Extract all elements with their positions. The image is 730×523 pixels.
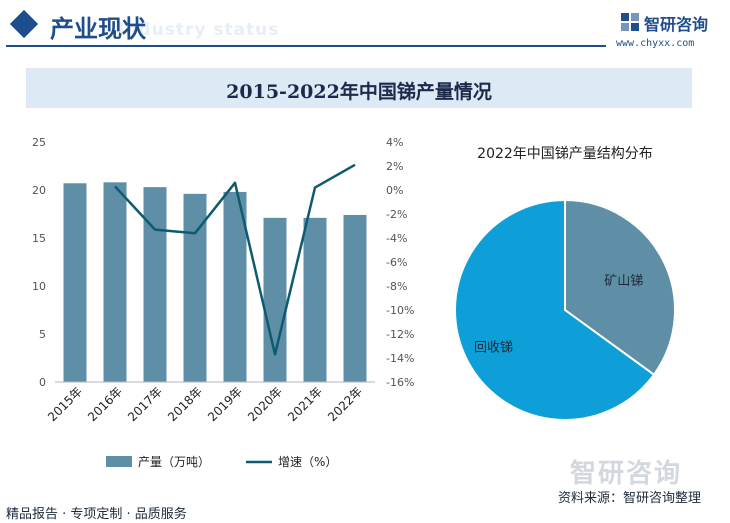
pie-slice-label: 矿山锑: [604, 274, 643, 289]
header-divider: [6, 45, 606, 47]
pie-title: 2022年中国锑产量结构分布: [477, 146, 653, 162]
left-tick-label: 0: [39, 376, 46, 389]
production-bar: [303, 217, 327, 382]
production-bar: [343, 214, 367, 382]
left-tick-label: 15: [32, 232, 46, 245]
brand-url[interactable]: www.chyxx.com: [616, 38, 695, 49]
production-bar: [143, 187, 167, 382]
diamond-icon: [9, 9, 39, 39]
right-tick-label: 2%: [386, 160, 403, 173]
left-tick-label: 25: [32, 136, 46, 149]
category-label: 2017年: [125, 384, 165, 424]
category-label: 2015年: [45, 384, 85, 424]
category-label: 2019年: [205, 384, 245, 424]
right-tick-label: -10%: [386, 304, 414, 317]
production-bar: [63, 183, 87, 382]
production-bar: [183, 193, 207, 382]
category-label: 2018年: [165, 384, 205, 424]
legend-line-label: 增速（%）: [278, 455, 337, 469]
legend-bar-swatch: [106, 456, 132, 467]
left-tick-label: 20: [32, 184, 46, 197]
category-label: 2016年: [85, 384, 125, 424]
section-title: 产业现状: [50, 15, 146, 43]
right-tick-label: -4%: [386, 232, 407, 245]
category-label: 2022年: [325, 384, 365, 424]
section-subtitle: Industry status: [118, 20, 280, 40]
watermark-brand: 智研咨询: [570, 459, 683, 489]
right-tick-label: -14%: [386, 352, 414, 365]
right-tick-label: -6%: [386, 256, 407, 269]
growth-rate-line: [114, 163, 356, 356]
right-tick-label: -12%: [386, 328, 414, 341]
chart-title-banner: 2015-2022年中国锑产量情况: [26, 68, 692, 108]
production-bar: [103, 182, 127, 382]
right-tick-label: -2%: [386, 208, 407, 221]
pie-slice: [564, 198, 676, 377]
section-header: Industry status 产业现状 智研咨询 www.chyxx.com: [0, 0, 730, 56]
pie-slice-label: 回收锑: [474, 341, 513, 356]
right-tick-label: -16%: [386, 376, 414, 389]
brand-name[interactable]: 智研咨询: [644, 15, 709, 34]
right-tick-label: 0%: [386, 184, 403, 197]
brand-logo-icon: [621, 13, 639, 31]
right-tick-label: -8%: [386, 280, 407, 293]
production-bar: [223, 191, 247, 382]
left-tick-label: 5: [39, 328, 46, 341]
left-tick-label: 10: [32, 280, 46, 293]
production-bar: [263, 217, 287, 382]
category-label: 2020年: [245, 384, 285, 424]
footer-tagline: 精品报告 · 专项定制 · 品质服务: [6, 507, 187, 522]
chart-title: 2015-2022年中国锑产量情况: [226, 81, 492, 103]
production-combo-chart: 0 5 10 15 20 25 4% 2% 0% -2% -4% -6% -8% -10% -12% -14%…: [32, 136, 414, 469]
legend-bar-label: 产量（万吨）: [138, 455, 210, 469]
pie-slice: [454, 198, 656, 421]
source-note: 资料来源：智研咨询整理: [558, 491, 702, 506]
right-tick-label: 4%: [386, 136, 403, 149]
category-label: 2021年: [285, 384, 325, 424]
